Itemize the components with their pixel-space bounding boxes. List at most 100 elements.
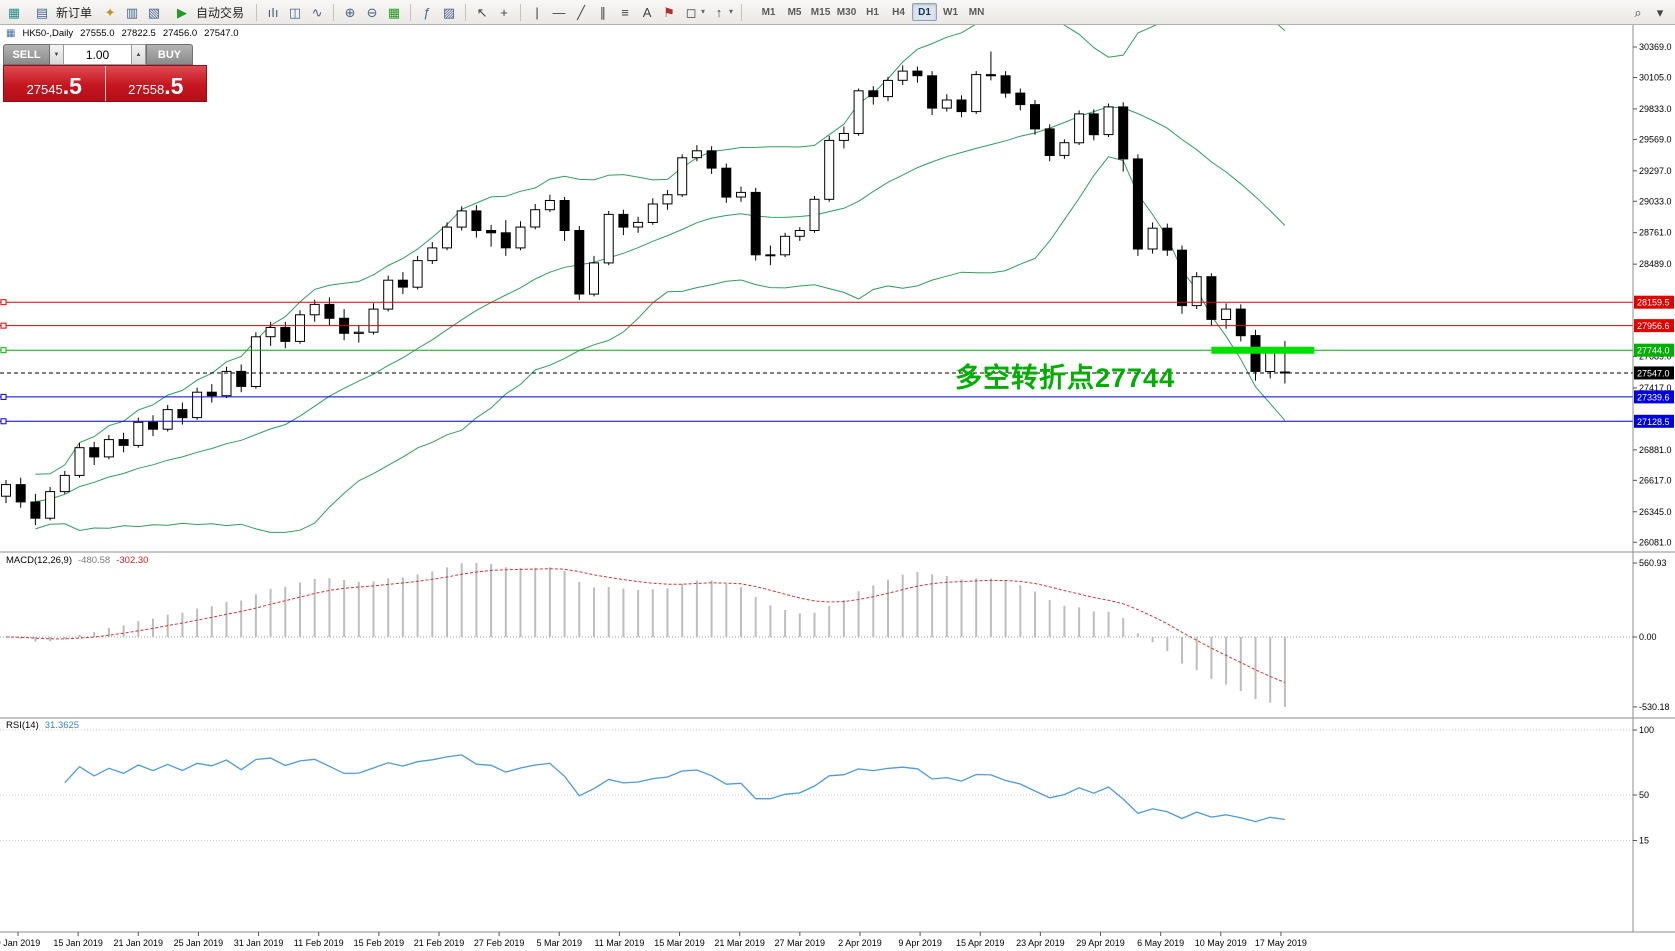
volume-input[interactable] (64, 44, 132, 65)
ohlc-high: 27822.5 (121, 28, 156, 39)
toolbar-separator (410, 3, 412, 21)
bar-chart-icon[interactable]: ıΙı (267, 4, 279, 20)
svg-text:15 Apr 2019: 15 Apr 2019 (956, 938, 1005, 948)
bid-price-button[interactable]: 27545.5 (4, 66, 106, 101)
one-click-trading-panel: SELL ▼ ▲ BUY 27545.5 27558.5 (3, 44, 207, 102)
tile-windows-icon[interactable]: ▦ (387, 4, 401, 20)
templates-icon[interactable]: ▨ (442, 4, 456, 20)
svg-text:29297.0: 29297.0 (1639, 166, 1672, 176)
chart-canvas[interactable]: 30369.0 30105.0 29833.0 29569.0 29297.0 29033… (0, 25, 1675, 951)
svg-text:27 Feb 2019: 27 Feb 2019 (474, 938, 525, 948)
svg-text:5 Mar 2019: 5 Mar 2019 (536, 938, 582, 948)
svg-text:29 Apr 2019: 29 Apr 2019 (1076, 938, 1125, 948)
svg-text:9 Jan 2019: 9 Jan 2019 (0, 938, 40, 948)
svg-text:29569.0: 29569.0 (1639, 134, 1672, 144)
timeframe-button-w1[interactable]: W1 (943, 6, 959, 18)
new-order-icon: ▤ (35, 4, 49, 20)
svg-text:10 May 2019: 10 May 2019 (1195, 938, 1247, 948)
svg-text:27417.0: 27417.0 (1639, 383, 1672, 393)
svg-text:15: 15 (1639, 836, 1649, 846)
new-order-button[interactable]: ▤ 新订单 (26, 2, 98, 22)
svg-text:9 Apr 2019: 9 Apr 2019 (898, 938, 942, 948)
new-order-label: 新订单 (56, 5, 93, 20)
new-chart-icon[interactable]: ▥ (125, 4, 139, 20)
toolbar-separator (520, 3, 522, 21)
svg-text:21 Mar 2019: 21 Mar 2019 (714, 938, 765, 948)
ohlc-open: 27555.0 (80, 28, 115, 39)
svg-text:11 Mar 2019: 11 Mar 2019 (594, 938, 644, 948)
svg-text:29033.0: 29033.0 (1639, 196, 1672, 206)
buy-button[interactable]: BUY (146, 44, 193, 65)
svg-text:28489.0: 28489.0 (1639, 259, 1672, 269)
timeframe-button-h4[interactable]: H4 (892, 6, 905, 18)
cursor-icon[interactable]: ↖ (476, 4, 488, 20)
svg-text:11 Feb 2019: 11 Feb 2019 (294, 938, 344, 948)
channel-icon[interactable]: ∥ (599, 4, 607, 20)
rsi-value: 31.3625 (44, 720, 80, 731)
timeframe-group: M1 M5 M15 M30 H1 H4 D1 W1 MN (756, 3, 989, 21)
svg-text:30105.0: 30105.0 (1639, 72, 1672, 82)
timeframe-button-h1[interactable]: H1 (866, 6, 879, 18)
svg-text:27 Mar 2019: 27 Mar 2019 (775, 938, 826, 948)
svg-text:26345.0: 26345.0 (1639, 507, 1672, 517)
fibonacci-icon[interactable]: ≡ (621, 4, 629, 20)
text-tool-icon[interactable]: A (642, 4, 652, 20)
zoom-in-icon[interactable]: ⊕ (344, 4, 356, 20)
timeframe-button-d1[interactable]: D1 (912, 3, 938, 21)
shapes-dropdown-icon[interactable]: ▾ (701, 7, 706, 16)
autotrading-button[interactable]: ▶ 自动交易 (166, 2, 250, 22)
svg-text:26081.0: 26081.0 (1639, 537, 1672, 547)
ask-price-button[interactable]: 27558.5 (105, 66, 206, 101)
search-icon[interactable]: ⌕ (1634, 4, 1642, 20)
shapes-icon[interactable]: ◻ (685, 4, 697, 20)
svg-text:26881.0: 26881.0 (1639, 445, 1672, 455)
line-chart-icon[interactable]: ∿ (311, 4, 323, 20)
volume-increase-button[interactable]: ▲ (132, 44, 146, 65)
chart-window-icon: ▦ (7, 4, 21, 20)
indicators-icon[interactable]: ƒ (423, 4, 431, 20)
toolbar-separator (741, 3, 743, 21)
candlestick-chart-icon[interactable]: ◫ (288, 4, 302, 20)
trend-annotation: 多空转折点27744 (955, 363, 1176, 393)
svg-text:560.93: 560.93 (1639, 558, 1667, 568)
crosshair-icon[interactable]: + (500, 4, 508, 20)
sell-button[interactable]: SELL (3, 44, 50, 65)
svg-text:15 Feb 2019: 15 Feb 2019 (354, 938, 405, 948)
macd-label: MACD(12,26,9) -480.58 -302.30 (6, 555, 148, 566)
svg-text:17 May 2019: 17 May 2019 (1255, 938, 1307, 948)
svg-text:29833.0: 29833.0 (1639, 104, 1672, 114)
timeframe-button-m30[interactable]: M30 (836, 6, 857, 18)
svg-text:21 Feb 2019: 21 Feb 2019 (414, 938, 465, 948)
trendline-icon[interactable]: ╱ (577, 4, 585, 20)
bid-price-fraction: .5 (62, 73, 82, 99)
bid-price-main: 27545 (26, 82, 63, 97)
volume-decrease-button[interactable]: ▼ (50, 44, 64, 65)
rsi-name: RSI(14) (6, 720, 39, 731)
toolbar-separator (256, 3, 258, 21)
arrows-icon[interactable]: ↑ (715, 4, 723, 20)
timeframe-button-m5[interactable]: M5 (787, 6, 802, 18)
megaphone-icon[interactable]: ✦ (104, 4, 116, 20)
profiles-icon[interactable]: ▧ (147, 4, 161, 20)
svg-text:26617.0: 26617.0 (1639, 475, 1672, 485)
symbol-period: HK50-,Daily (22, 28, 74, 39)
arrows-dropdown-icon[interactable]: ▾ (729, 7, 734, 16)
svg-text:27744.0: 27744.0 (1637, 346, 1670, 356)
zoom-out-icon[interactable]: ⊖ (366, 4, 378, 20)
ask-price-main: 27558 (128, 82, 165, 97)
svg-text:23 Apr 2019: 23 Apr 2019 (1016, 938, 1065, 948)
autotrading-label: 自动交易 (196, 5, 245, 20)
vertical-line-icon[interactable]: | (535, 4, 539, 20)
toolbar-overflow-icon[interactable]: ▾ (1656, 4, 1664, 20)
svg-text:31 Jan 2019: 31 Jan 2019 (234, 938, 284, 948)
svg-text:21 Jan 2019: 21 Jan 2019 (114, 938, 164, 948)
horizontal-line-icon[interactable]: — (552, 4, 566, 20)
timeframe-button-m15[interactable]: M15 (810, 6, 831, 18)
timeframe-button-mn[interactable]: MN (968, 6, 985, 18)
autotrading-play-icon: ▶ (177, 4, 188, 20)
svg-text:30369.0: 30369.0 (1639, 42, 1672, 52)
timeframe-button-m1[interactable]: M1 (761, 6, 776, 18)
svg-text:28761.0: 28761.0 (1639, 228, 1672, 238)
label-tool-icon[interactable]: ⚑ (663, 4, 675, 20)
